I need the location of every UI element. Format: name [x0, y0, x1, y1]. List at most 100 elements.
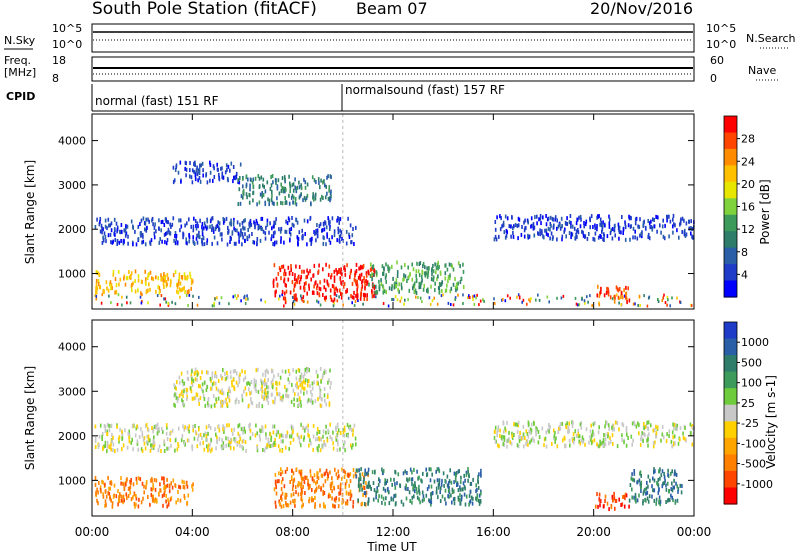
vel-data-cell — [407, 478, 409, 483]
power-colorbar-tick-label: 12 — [741, 223, 755, 236]
vel-data-cell — [422, 471, 424, 476]
power-data-cell — [630, 216, 632, 221]
power-data-cell — [109, 223, 111, 228]
vel-data-cell — [216, 439, 218, 444]
power-data-cell — [298, 180, 300, 185]
vel-data-cell — [133, 501, 136, 506]
vel-data-cell — [656, 425, 659, 430]
power-data-cell — [534, 215, 536, 220]
power-data-cell — [275, 289, 277, 294]
vel-data-cell — [621, 433, 623, 438]
vel-data-cell — [314, 399, 317, 404]
vel-data-cell — [176, 399, 179, 404]
power-data-cell — [691, 234, 693, 239]
vel-data-cell — [264, 373, 267, 378]
vel-data-cell — [309, 384, 311, 389]
vel-data-cell — [653, 498, 656, 503]
vel-data-cell — [363, 486, 366, 490]
power-data-cell — [617, 222, 620, 227]
vel-data-cell — [199, 432, 202, 437]
vel-data-cell — [278, 381, 281, 386]
power-data-cell — [273, 201, 275, 206]
power-data-cell — [327, 216, 329, 221]
vel-data-cell — [616, 421, 619, 426]
power-data-cell — [280, 200, 282, 205]
vel-data-cell — [334, 504, 336, 509]
power-data-cell — [424, 265, 426, 270]
vel-data-cell — [344, 470, 346, 475]
power-data-cell — [368, 282, 370, 287]
vel-data-cell — [640, 489, 642, 493]
vel-data-cell — [186, 425, 188, 430]
vel-data-cell — [249, 382, 251, 387]
vel-data-cell — [520, 436, 523, 441]
power-data-cell — [197, 178, 199, 183]
vel-data-cell — [399, 483, 401, 488]
power-data-cell — [266, 222, 269, 227]
power-data-cell — [104, 224, 107, 229]
power-colorbar-band — [724, 198, 737, 216]
vel-data-cell — [316, 437, 319, 441]
power-y-tick-label: 4000 — [58, 135, 86, 148]
power-data-cell — [679, 222, 681, 227]
power-data-cell — [206, 241, 208, 246]
power-data-cell — [142, 216, 145, 221]
vel-data-cell — [123, 487, 126, 491]
vel-data-cell — [250, 380, 253, 385]
power-data-cell — [606, 286, 608, 291]
vel-data-cell — [289, 440, 292, 445]
power-data-cell — [237, 294, 239, 298]
power-data-cell — [217, 220, 219, 225]
power-data-cell — [444, 271, 447, 276]
power-data-cell — [119, 230, 122, 235]
power-data-cell — [585, 222, 587, 227]
power-colorbar-tick-label: 4 — [741, 268, 748, 281]
power-data-cell — [364, 286, 366, 291]
power-data-cell — [317, 300, 320, 304]
power-data-cell — [101, 230, 103, 235]
vel-data-cell — [270, 392, 273, 397]
vel-data-cell — [282, 434, 284, 439]
power-data-cell — [264, 231, 267, 236]
vel-data-cell — [255, 403, 258, 408]
vel-data-cell — [618, 497, 620, 502]
vel-data-cell — [297, 367, 300, 372]
power-data-cell — [228, 302, 230, 306]
power-data-cell — [348, 235, 351, 239]
vel-data-cell — [566, 421, 568, 426]
vel-data-cell — [381, 467, 383, 472]
power-data-cell — [322, 196, 324, 200]
power-data-cell — [95, 290, 98, 295]
vel-data-cell — [306, 383, 309, 388]
power-data-cell — [622, 231, 624, 235]
power-data-cell — [225, 163, 228, 168]
vel-data-cell — [316, 474, 319, 479]
vel-data-cell — [638, 493, 640, 498]
vel-data-cell — [209, 377, 212, 381]
vel-data-cell — [175, 386, 177, 391]
power-data-cell — [179, 160, 182, 165]
vel-data-cell — [445, 501, 447, 506]
power-data-cell — [518, 295, 521, 299]
power-data-cell — [283, 272, 285, 277]
power-data-cell — [473, 294, 476, 298]
vel-data-cell — [296, 432, 299, 437]
power-data-cell — [516, 223, 519, 228]
power-data-cell — [366, 293, 368, 298]
power-data-cell — [295, 297, 297, 302]
vel-data-cell — [146, 434, 148, 439]
vel-data-cell — [260, 387, 262, 392]
vel-data-cell — [567, 430, 569, 435]
vel-data-cell — [302, 502, 304, 507]
power-data-cell — [278, 227, 280, 232]
power-data-cell — [199, 179, 202, 184]
power-data-cell — [131, 288, 133, 293]
power-data-cell — [126, 276, 129, 281]
power-data-cell — [119, 229, 121, 234]
vel-data-cell — [165, 431, 168, 436]
power-data-cell — [472, 298, 474, 301]
power-data-cell — [167, 303, 170, 307]
power-data-cell — [209, 178, 211, 183]
vel-data-cell — [465, 472, 468, 477]
vel-data-cell — [267, 370, 269, 375]
